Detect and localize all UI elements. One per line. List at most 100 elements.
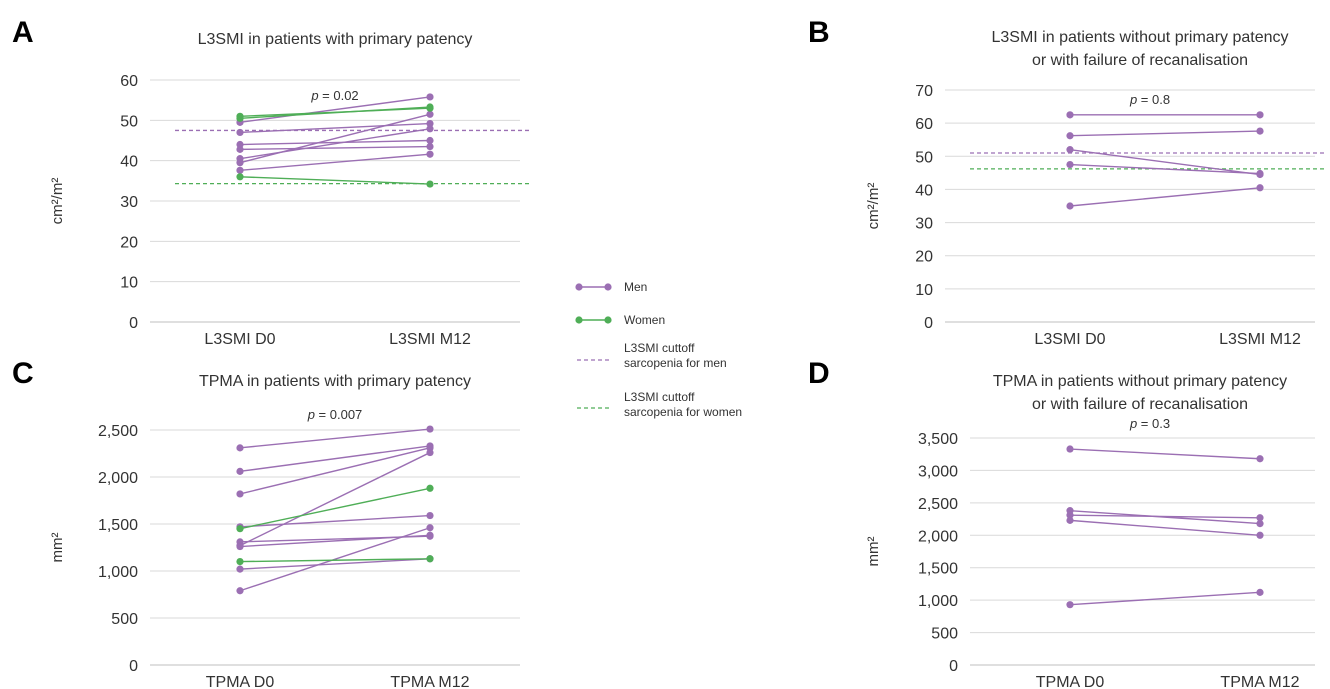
series-line — [239, 128, 431, 160]
y-tick-label: 3,500 — [918, 431, 958, 448]
y-tick-label: 0 — [129, 658, 138, 675]
y-tick-label: 1,000 — [918, 593, 958, 610]
y-tick-label: 50 — [915, 149, 933, 166]
series-men-3 — [236, 511, 434, 531]
data-point — [426, 180, 434, 188]
x-tick-label: TPMA D0 — [1036, 674, 1105, 689]
data-point — [426, 484, 434, 492]
series-men-4 — [236, 532, 434, 546]
data-point — [1256, 520, 1264, 528]
data-point — [426, 110, 434, 118]
series-women-10 — [236, 555, 434, 566]
y-tick-label: 10 — [915, 282, 933, 299]
data-point — [1256, 169, 1264, 178]
panel-letter: B — [808, 16, 830, 49]
series-line — [1069, 514, 1261, 519]
x-tick-label: L3SMI D0 — [1034, 331, 1105, 348]
series-line — [1069, 448, 1261, 460]
chart-title: or with failure of recanalisation — [1032, 52, 1248, 69]
data-point — [426, 555, 434, 563]
x-tick-label: TPMA D0 — [206, 674, 275, 689]
data-point — [1066, 146, 1074, 154]
series-line — [239, 558, 431, 563]
y-tick-label: 500 — [931, 626, 958, 643]
chart-title: TPMA in patients without primary patency — [993, 373, 1287, 390]
data-point — [426, 425, 434, 433]
data-point — [426, 119, 434, 128]
data-point — [426, 511, 434, 520]
data-point — [1256, 184, 1264, 192]
data-point — [1066, 445, 1074, 453]
y-tick-label: 30 — [915, 216, 933, 233]
series-line — [239, 153, 431, 172]
data-point — [426, 531, 434, 539]
chart-panel-b: B L3SMI in patients without primary paten… — [808, 16, 1325, 348]
y-tick-label: 50 — [120, 113, 138, 130]
data-point — [236, 558, 244, 566]
x-tick-label: TPMA M12 — [390, 674, 469, 689]
series-line — [1069, 148, 1261, 176]
series-line — [239, 106, 431, 120]
y-tick-label: 1,000 — [98, 564, 138, 581]
series-men-2 — [1066, 511, 1264, 522]
y-tick-label: 0 — [949, 658, 958, 675]
x-tick-label: TPMA M12 — [1220, 674, 1299, 689]
y-tick-label: 30 — [120, 194, 138, 211]
legend-point — [575, 283, 583, 291]
series-men-3 — [1066, 160, 1264, 178]
chart-panel-d: D TPMA in patients without primary patenc… — [808, 357, 1315, 689]
data-point — [1256, 111, 1264, 119]
panel-letter: C — [12, 357, 34, 390]
chart-title: TPMA in patients with primary patency — [199, 373, 471, 390]
series-line — [1069, 591, 1261, 606]
y-tick-label: 10 — [120, 275, 138, 292]
series-women-9 — [236, 173, 434, 188]
series-line — [239, 445, 431, 473]
data-point — [236, 542, 244, 551]
y-tick-label: 70 — [915, 83, 933, 100]
chart-title: L3SMI in patients without primary patenc… — [991, 29, 1288, 46]
data-point — [426, 150, 434, 158]
y-tick-label: 40 — [915, 182, 933, 199]
y-tick-label: 1,500 — [98, 517, 138, 534]
series-men-1 — [236, 442, 434, 475]
data-point — [426, 103, 434, 111]
series-men-1 — [236, 119, 434, 137]
data-point — [426, 125, 434, 133]
x-tick-label: L3SMI D0 — [204, 331, 275, 348]
data-point — [236, 166, 244, 174]
data-point — [1066, 516, 1074, 524]
panel-letter: A — [12, 16, 34, 49]
y-tick-label: 0 — [924, 315, 933, 332]
y-tick-label: 500 — [111, 611, 138, 628]
y-axis-label: cm²/m² — [49, 178, 66, 225]
series-line — [239, 534, 431, 548]
y-tick-label: 0 — [129, 315, 138, 332]
series-women-8 — [236, 103, 434, 122]
panel-letter: D — [808, 357, 830, 390]
data-point — [1256, 455, 1264, 463]
series-line — [239, 451, 431, 547]
data-point — [236, 145, 244, 153]
series-men-8 — [236, 524, 434, 595]
series-men-2 — [236, 444, 434, 498]
data-point — [236, 525, 244, 533]
y-tick-label: 60 — [915, 116, 933, 133]
data-point — [236, 467, 244, 475]
data-point — [1256, 531, 1264, 539]
series-line — [1069, 187, 1261, 207]
y-tick-label: 2,000 — [918, 528, 958, 545]
series-line — [1069, 130, 1261, 137]
legend-point — [604, 283, 612, 291]
y-axis-label: mm² — [49, 533, 66, 563]
data-point — [426, 93, 434, 101]
series-women-9 — [236, 484, 434, 533]
y-tick-label: 20 — [120, 234, 138, 251]
data-point — [426, 136, 434, 145]
series-men-7 — [236, 555, 434, 573]
series-line — [239, 145, 431, 151]
series-line — [239, 96, 431, 124]
legend-label-cutoff-women: L3SMI cuttoff — [624, 390, 695, 404]
